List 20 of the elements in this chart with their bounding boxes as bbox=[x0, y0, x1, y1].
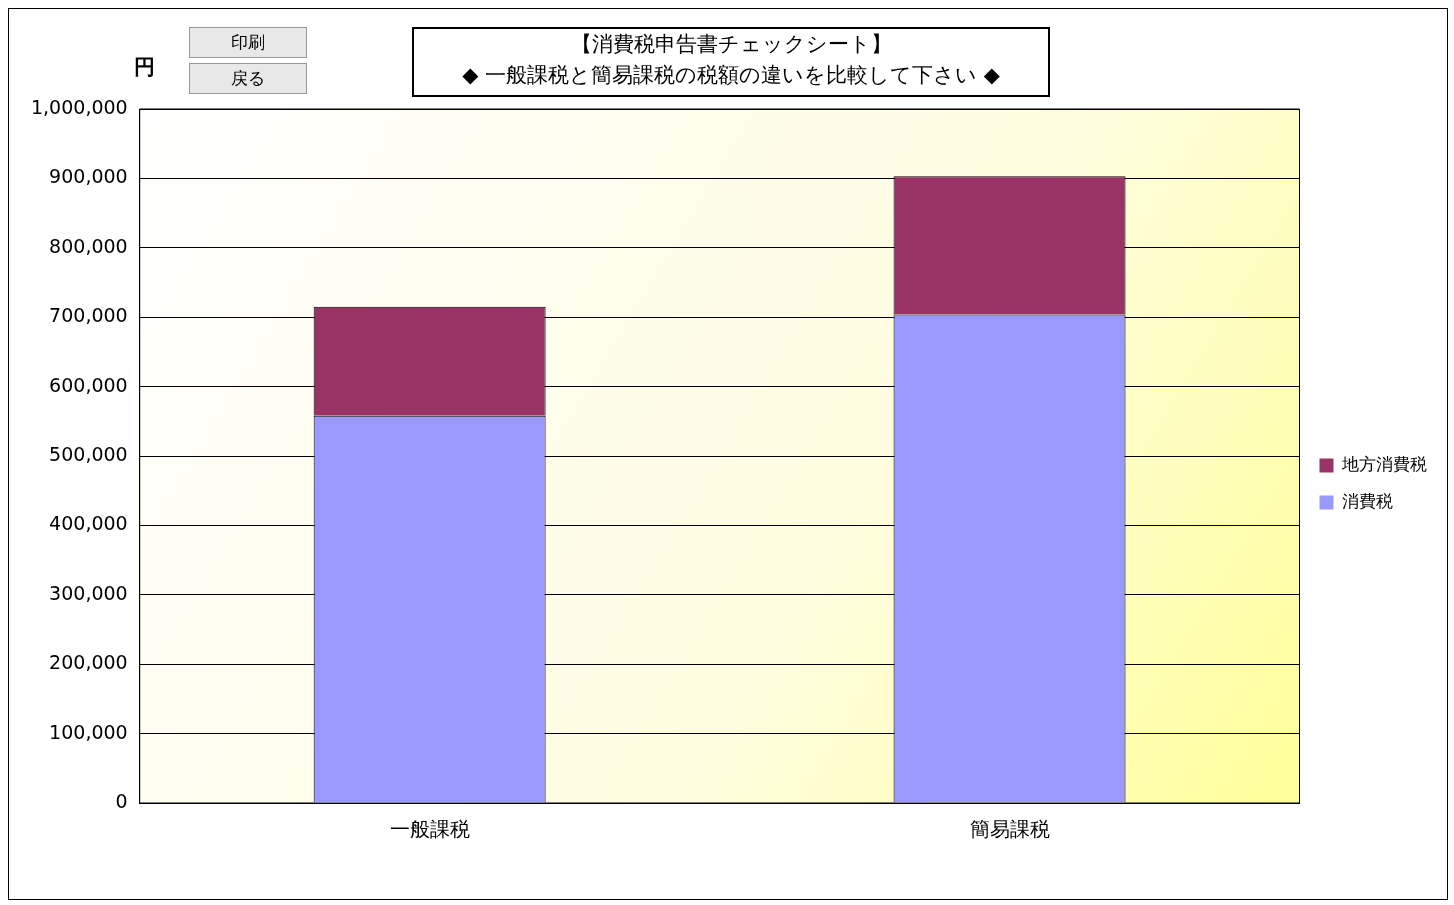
print-button: 印刷 bbox=[189, 27, 307, 58]
y-tick-label: 500,000 bbox=[49, 442, 128, 465]
y-tick-label: 700,000 bbox=[49, 304, 128, 327]
y-axis-title: 円 bbox=[134, 54, 155, 81]
y-tick-label: 100,000 bbox=[49, 720, 128, 743]
legend-label: 消費税 bbox=[1342, 490, 1393, 511]
chart-title: 【消費税申告書チェックシート】 bbox=[569, 31, 893, 58]
back-button: 戻る bbox=[189, 63, 307, 94]
y-tick-label: 300,000 bbox=[49, 581, 128, 604]
y-tick-label: 0 bbox=[115, 789, 128, 812]
y-tick-label: 600,000 bbox=[49, 373, 128, 396]
y-tick-label: 900,000 bbox=[49, 165, 128, 188]
y-tick-label: 200,000 bbox=[49, 651, 128, 674]
x-tick-label: 簡易課税 bbox=[969, 817, 1050, 842]
y-tick-label: 800,000 bbox=[49, 234, 128, 257]
y-tick-label: 1,000,000 bbox=[30, 95, 128, 118]
legend-label: 地方消費税 bbox=[1341, 453, 1427, 474]
x-tick-label: 一般課税 bbox=[389, 817, 470, 842]
y-tick-label: 400,000 bbox=[49, 512, 128, 535]
chart-subtitle: ◆ 一般課税と簡易課税の税額の違いを比較して下さい ◆ bbox=[461, 62, 1001, 89]
